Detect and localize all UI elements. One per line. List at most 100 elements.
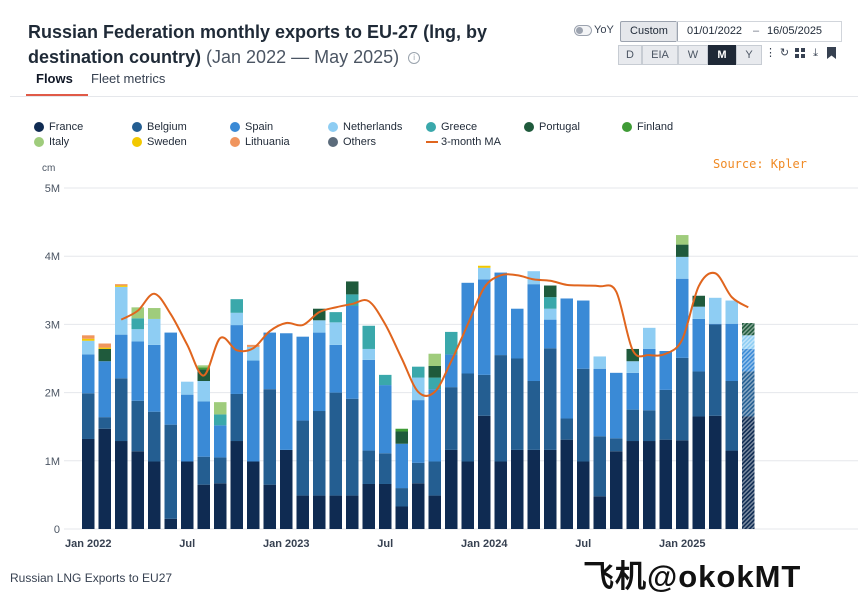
bar-segment-belgium <box>296 420 309 496</box>
bar-segment-belgium <box>494 355 507 462</box>
bar-segment-belgium <box>626 409 639 442</box>
resolution-w-button[interactable]: W <box>678 45 708 65</box>
bar-segment-spain <box>98 361 111 418</box>
bar-segment-france <box>626 441 639 529</box>
bar-segment-spain <box>379 385 392 454</box>
bar-segment-belgium <box>98 417 111 429</box>
bar-segment-france <box>164 518 177 529</box>
bar-segment-france <box>527 449 540 529</box>
bar-segment-spain <box>494 272 507 356</box>
legend-label: Spain <box>245 121 274 133</box>
bar-segment-france <box>197 484 210 529</box>
bar-segment-spain <box>725 323 738 382</box>
bar-segment-spain <box>296 336 309 421</box>
bar-segment-netherlands <box>131 329 144 342</box>
legend-label: Sweden <box>147 136 187 148</box>
bar-segment-netherlands <box>329 322 342 345</box>
bar-segment-spain <box>148 344 161 412</box>
legend-swatch <box>132 122 142 132</box>
x-tick-label: Jan 2025 <box>659 538 705 550</box>
bar-segment-spain <box>197 401 210 457</box>
legend-label: Finland <box>637 121 674 133</box>
resolution-m-button[interactable]: M <box>708 45 736 65</box>
legend-swatch <box>34 122 44 132</box>
bar-segment-belgium <box>527 381 540 450</box>
bar-segment-spain <box>544 319 557 349</box>
bar-segment-portugal <box>626 348 639 362</box>
bar-segment-france <box>82 438 95 529</box>
title-date-range: (Jan 2022 — May 2025) <box>206 47 400 67</box>
bar-segment-netherlands <box>115 286 128 335</box>
page-title: Russian Federation monthly exports to EU… <box>28 20 588 70</box>
bookmark-icon[interactable] <box>826 46 837 60</box>
bar-segment-france <box>148 461 161 529</box>
legend-label: Lithuania <box>245 136 290 148</box>
date-separator: – <box>753 25 760 37</box>
y-tick-label: 2M <box>45 388 60 400</box>
bar-segment-spain <box>527 284 540 382</box>
info-icon[interactable]: i <box>408 52 421 65</box>
bar-segment-belgium <box>379 453 392 484</box>
date-range-input[interactable]: 01/01/2022 – 16/05/2025 <box>676 21 842 42</box>
tab-flows[interactable]: Flows <box>36 71 73 86</box>
bar-segment-france <box>725 450 738 529</box>
bar-segment-belgium <box>692 371 705 417</box>
resolution-y-button[interactable]: Y <box>736 45 762 65</box>
bar-segment-netherlands <box>709 297 722 324</box>
bar-segment-lithuania <box>115 284 128 286</box>
bar-segment-france <box>544 449 557 529</box>
x-tick-label: Jul <box>575 538 591 550</box>
resolution-d-button[interactable]: D <box>618 45 642 65</box>
bar-segment-italy <box>676 235 689 245</box>
bar-segment-spain <box>164 332 177 425</box>
chart-legend: France Belgium Spain Netherlands Greece … <box>34 120 734 152</box>
bar-segment-spain <box>610 372 623 439</box>
bar-segment-france <box>461 461 474 529</box>
custom-range-button[interactable]: Custom <box>620 21 678 42</box>
bar-segment-lithuania <box>98 343 111 348</box>
active-tab-indicator <box>26 94 88 96</box>
bar-segment-spain <box>676 278 689 358</box>
bar-segment-belgium <box>362 450 375 484</box>
tab-fleet-metrics[interactable]: Fleet metrics <box>91 71 166 86</box>
bar-segment-belgium <box>742 371 755 417</box>
legend-label: Portugal <box>539 121 580 133</box>
legend-swatch <box>328 122 338 132</box>
refresh-icon[interactable]: ↻ <box>779 47 790 59</box>
resolution-eia-button[interactable]: EIA <box>642 45 678 65</box>
legend-swatch <box>328 137 338 147</box>
bar-segment-spain <box>230 325 243 394</box>
download-icon[interactable]: ⤓ <box>813 47 818 59</box>
bar-segment-france <box>445 449 458 529</box>
bar-segment-portugal <box>544 285 557 298</box>
bar-segment-belgium <box>131 400 144 452</box>
yoy-toggle[interactable] <box>574 25 592 36</box>
bar-segment-belgium <box>461 373 474 462</box>
bar-segment-belgium <box>313 411 326 496</box>
bar-segment-spain <box>461 282 474 374</box>
bar-segment-france <box>643 441 656 529</box>
bar-segment-spain <box>362 359 375 451</box>
bar-segment-belgium <box>725 381 738 451</box>
bar-segment-sweden <box>478 265 491 268</box>
bar-segment-belgium <box>445 387 458 450</box>
bar-segment-lithuania <box>247 344 260 347</box>
bar-segment-belgium <box>709 324 722 416</box>
bar-segment-greece <box>412 366 425 378</box>
bar-segment-belgium <box>676 357 689 441</box>
y-tick-label: 1M <box>45 456 60 468</box>
stacked-bar-chart: 0 1M 2M 3M 4M 5M Jan 2022 Jul Jan 2023 Jul Jan 202… <box>45 183 858 550</box>
bar-segment-greece <box>346 294 359 306</box>
date-to[interactable]: 16/05/2025 <box>767 25 823 37</box>
date-from[interactable]: 01/01/2022 <box>687 25 743 37</box>
more-vert-icon[interactable]: ⋮ <box>765 47 776 59</box>
bar-segment-france <box>181 461 194 529</box>
y-tick-label: 5M <box>45 183 60 195</box>
bar-segment-belgium <box>560 418 573 440</box>
grid-icon[interactable] <box>794 46 805 60</box>
bar-segment-france <box>560 439 573 529</box>
source-label: Source: Kpler <box>713 157 807 171</box>
bar-segment-spain <box>412 400 425 463</box>
bar-segment-france <box>511 449 524 529</box>
legend-label: France <box>49 121 84 133</box>
